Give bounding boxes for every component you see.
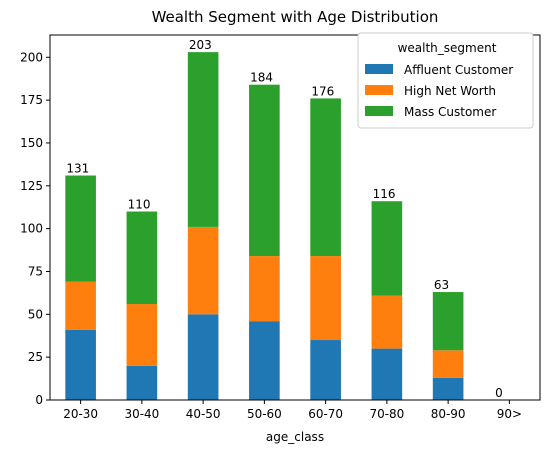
bar-segment-affluent-customer-70-80: [371, 348, 403, 400]
x-tick-label: 40-50: [186, 407, 221, 421]
bar-segment-high-net-worth-80-90: [432, 350, 464, 378]
bar-segment-high-net-worth-70-80: [371, 295, 403, 349]
legend-swatch: [365, 106, 393, 116]
bar-segment-mass-customer-60-70: [310, 98, 341, 257]
bar-total-label: 203: [189, 38, 212, 52]
bar-segment-high-net-worth-60-70: [310, 256, 341, 341]
y-tick-label: 100: [20, 222, 43, 236]
bar-total-label: 116: [373, 187, 396, 201]
x-tick-label: 80-90: [431, 407, 466, 421]
legend-label: High Net Worth: [404, 84, 496, 98]
legend-swatch: [365, 64, 393, 74]
x-tick-label: 20-30: [63, 407, 98, 421]
y-tick-label: 175: [20, 93, 43, 107]
bar-total-label: 131: [66, 162, 89, 176]
y-tick-label: 200: [20, 50, 43, 64]
chart-title: Wealth Segment with Age Distribution: [152, 8, 439, 26]
x-tick-label: 30-40: [124, 407, 159, 421]
bar-segment-mass-customer-80-90: [432, 292, 464, 351]
bar-segment-affluent-customer-80-90: [432, 377, 464, 400]
x-tick-label: 50-60: [247, 407, 282, 421]
bar-segment-affluent-customer-60-70: [310, 340, 341, 400]
bar-segment-high-net-worth-30-40: [126, 304, 158, 366]
y-tick-label: 0: [35, 393, 43, 407]
bar-segment-high-net-worth-40-50: [187, 226, 219, 315]
x-tick-label: 70-80: [369, 407, 404, 421]
x-axis-label: age_class: [266, 430, 324, 444]
bar-total-label: 176: [311, 84, 334, 98]
bar-total-label: 63: [434, 278, 449, 292]
legend-frame: [357, 32, 534, 129]
legend-title: wealth_segment: [398, 41, 497, 55]
x-tick-label: 90>: [497, 407, 522, 421]
bar-total-label: 184: [250, 71, 273, 85]
plot-area: 131 20-30 110 30-40 203 40-50 184 50-60 176 60-70…: [20, 34, 541, 421]
bar-segment-mass-customer-70-80: [371, 201, 403, 296]
legend: wealth_segment Affluent Customer High Net…: [357, 32, 534, 129]
bar-segment-affluent-customer-50-60: [249, 321, 280, 400]
x-tick-label: 60-70: [308, 407, 343, 421]
legend-label: Affluent Customer: [404, 63, 513, 77]
bar-segment-mass-customer-30-40: [126, 211, 158, 305]
bar-segment-affluent-customer-30-40: [126, 365, 158, 400]
bar-segment-high-net-worth-50-60: [249, 256, 280, 322]
bar-segment-affluent-customer-20-30: [65, 329, 96, 400]
axes-frame: [49, 34, 541, 401]
y-tick-label: 125: [20, 179, 43, 193]
y-tick-label: 150: [20, 136, 43, 150]
bar-segment-affluent-customer-40-50: [187, 314, 219, 400]
bar-segment-high-net-worth-20-30: [65, 281, 96, 330]
y-tick-label: 25: [28, 350, 43, 364]
bar-segment-mass-customer-50-60: [249, 84, 280, 257]
bar-total-label: 0: [495, 386, 503, 400]
y-tick-label: 75: [28, 264, 43, 278]
bar-segment-mass-customer-40-50: [187, 52, 219, 227]
y-tick-label: 50: [28, 307, 43, 321]
legend-swatch: [365, 85, 393, 95]
bar-segment-mass-customer-20-30: [65, 175, 96, 282]
bar-total-label: 110: [128, 198, 151, 212]
legend-label: Mass Customer: [404, 105, 496, 119]
